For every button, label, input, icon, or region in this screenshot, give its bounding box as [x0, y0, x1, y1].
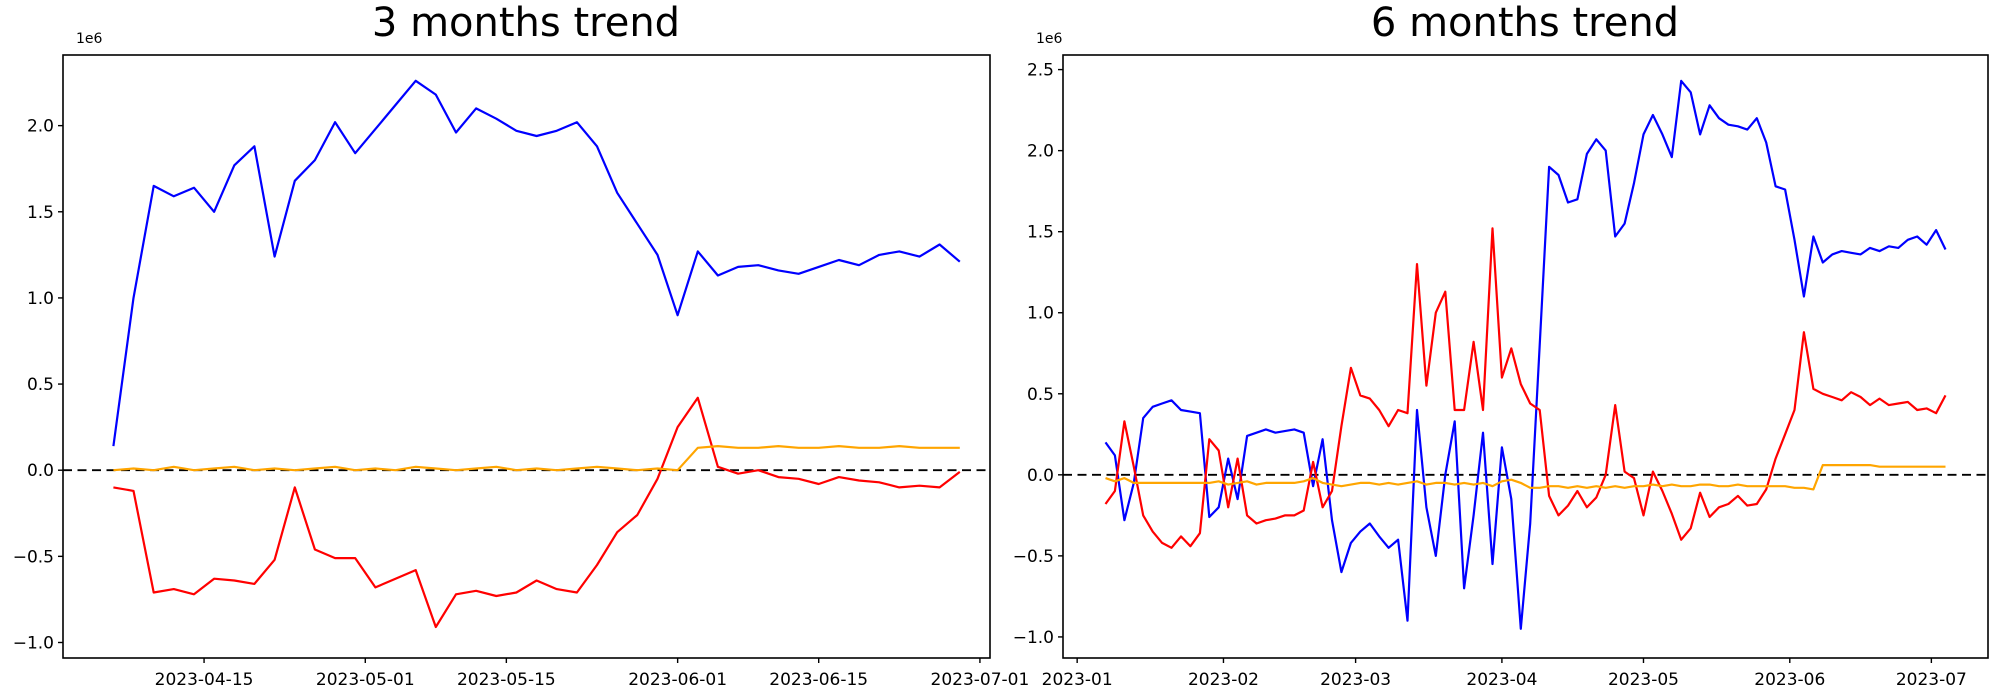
three-month-chart-line-red — [113, 396, 961, 629]
right-chart-title: 6 months trend — [1370, 0, 1680, 46]
six-month-chart-ytick-label: −0.5 — [1013, 547, 1054, 567]
six-month-chart-line-red — [1104, 227, 1947, 549]
six-month-chart-xtick-label: 2023-03 — [1320, 670, 1391, 690]
three-month-chart-xtick-label: 2023-05-15 — [457, 670, 556, 690]
three-month-chart-line-blue — [112, 79, 961, 447]
right-axis-offset-text: 1e6 — [1036, 31, 1063, 47]
three-month-chart-xtick-label: 2023-04-15 — [155, 670, 254, 690]
six-month-chart-xtick-label: 2023-01 — [1042, 670, 1113, 690]
six-month-chart-ytick-label: −1.0 — [1013, 628, 1054, 648]
six-month-chart-ytick-label: 0.5 — [1027, 385, 1054, 405]
six-month-chart-xtick-label: 2023-05 — [1608, 670, 1679, 690]
six-month-chart-xtick-label: 2023-02 — [1188, 670, 1259, 690]
six-month-chart-xtick-label: 2023-06 — [1754, 670, 1825, 690]
three-month-chart-xtick-label: 2023-07-01 — [931, 670, 1030, 690]
left-chart-title: 3 months trend — [371, 0, 681, 46]
three-month-chart-line-orange — [113, 445, 960, 472]
three-month-chart-xtick-label: 2023-06-01 — [628, 670, 727, 690]
three-month-chart-ytick-label: −0.5 — [13, 547, 54, 567]
three-month-chart-spines — [62, 54, 991, 659]
six-month-chart-ytick-label: 0.0 — [1027, 466, 1054, 486]
three-month-chart-ytick-label: 2.0 — [27, 117, 54, 137]
three-month-chart-ytick-label: 0.5 — [27, 375, 54, 395]
six-month-chart-ytick-label: 1.5 — [1027, 223, 1054, 243]
six-month-chart-spines — [1062, 54, 1989, 659]
left-axis-offset-text: 1e6 — [76, 31, 103, 47]
six-month-chart-ytick-label: 2.5 — [1027, 61, 1054, 81]
three-month-chart-ytick-label: 1.0 — [27, 289, 54, 309]
six-month-chart-xtick-label: 2023-04 — [1466, 670, 1537, 690]
six-month-chart-ytick-label: 1.0 — [1027, 304, 1054, 324]
three-month-chart-xtick-label: 2023-05-01 — [316, 670, 415, 690]
six-month-chart-line-orange — [1105, 464, 1946, 491]
six-month-chart-ytick-label: 2.0 — [1027, 142, 1054, 162]
six-month-chart: −1.0 −0.5 0.0 0.5 1.0 1.5 2.0 2.5 2023-01 2023-02… — [1013, 54, 1989, 690]
three-month-chart-xtick-label: 2023-06-15 — [769, 670, 868, 690]
three-month-chart: −1.0 −0.5 0.0 0.5 1.0 1.5 2.0 2023-04-15 2023-05… — [13, 54, 1030, 690]
three-month-chart-ytick-label: −1.0 — [13, 633, 54, 653]
three-month-chart-ytick-label: 0.0 — [27, 461, 54, 481]
six-month-chart-line-blue — [1104, 79, 1947, 630]
six-month-chart-xtick-label: 2023-07 — [1896, 670, 1967, 690]
three-month-chart-ytick-label: 1.5 — [27, 203, 54, 223]
